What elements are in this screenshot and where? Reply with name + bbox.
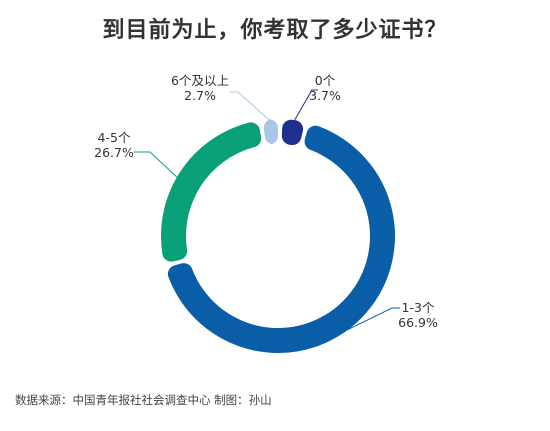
slice-label-3-value: 2.7% xyxy=(184,88,216,103)
source-note: 数据来源：中国青年报社社会调查中心 制图：孙山 xyxy=(15,393,272,407)
chart-title: 到目前为止，你考取了多少证书？ xyxy=(102,18,448,43)
slice-label-2-value: 26.7% xyxy=(94,145,134,160)
slice-labels: 0个 3.7% 1-3个 66.9% 4-5个 26.7% 6个及以上 2.7% xyxy=(94,73,438,330)
donut-slices xyxy=(161,119,395,353)
leader-lines xyxy=(134,89,400,337)
slice-label-3-name: 6个及以上 xyxy=(171,73,229,88)
donut-slice-2 xyxy=(161,122,262,262)
donut-slice-0 xyxy=(281,119,304,146)
leader-line-3 xyxy=(230,91,271,122)
slice-label-2-name: 4-5个 xyxy=(98,130,131,145)
slice-label-1-name: 1-3个 xyxy=(402,300,435,315)
slice-label-0-value: 3.7% xyxy=(309,88,341,103)
leader-line-1 xyxy=(335,307,400,337)
slice-label-0-name: 0个 xyxy=(315,73,336,88)
leader-line-0 xyxy=(293,89,318,123)
slice-label-1-value: 66.9% xyxy=(398,315,438,330)
donut-slice-3 xyxy=(263,119,279,145)
leader-line-2 xyxy=(134,151,179,179)
